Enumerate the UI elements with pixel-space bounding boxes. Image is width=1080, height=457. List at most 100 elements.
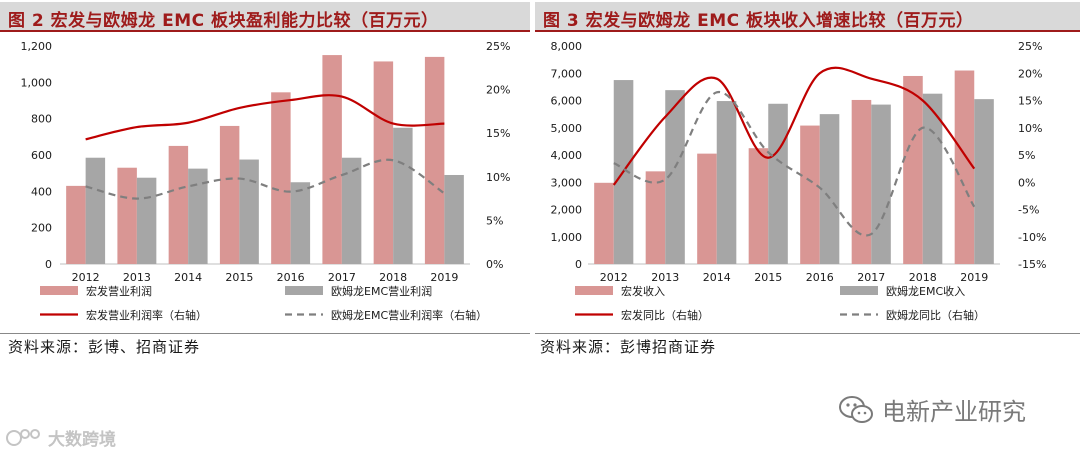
chart0-ytick-label: 600 — [31, 149, 52, 162]
figure-3-title: 图 3 宏发与欧姆龙 EMC 板块收入增速比较（百万元） — [543, 11, 974, 31]
chart0-bar-hongfa-2013 — [117, 167, 137, 264]
chart1-category-label: 2015 — [754, 271, 782, 284]
chart0-category-label: 2018 — [379, 271, 407, 284]
chart1-y2tick-label: -15% — [1018, 258, 1046, 271]
chart0-bar-omron-2017 — [341, 157, 362, 264]
chart0-y2tick-label: 20% — [486, 84, 510, 97]
chart1-ytick-label: 2,000 — [551, 204, 583, 217]
chart1-category-label: 2014 — [703, 271, 731, 284]
chart1-bar-hongfa-2012 — [594, 182, 614, 264]
chart0-bar-omron-2018 — [393, 127, 413, 264]
chart1-category-label: 2019 — [960, 271, 988, 284]
chart0-bar-hongfa-2018 — [373, 61, 394, 264]
chart1-bar-hongfa-2019 — [954, 70, 975, 265]
chart0-category-label: 2012 — [72, 271, 100, 284]
chart0-ytick-label: 800 — [31, 113, 52, 126]
figure-3-chart: 0 1,000 2,000 3,000 4,000 5,000 6,000 7,000 8,00… — [551, 40, 1047, 322]
brand-watermark: 大数跨境 — [6, 425, 116, 455]
chart0-y2tick-label: 15% — [486, 127, 510, 140]
chart1-ytick-label: 1,000 — [551, 231, 583, 244]
chart1-category-label: 2018 — [909, 271, 937, 284]
figure-3-source: 资料来源：彭博招商证券 — [540, 338, 717, 356]
chart1-bar-hongfa-2016 — [800, 125, 820, 264]
chart0-ytick-label: 1,200 — [21, 40, 53, 53]
chart0-category-label: 2014 — [174, 271, 202, 284]
chart0-bar-hongfa-2014 — [168, 145, 189, 264]
chart0-y2tick-label: 5% — [486, 214, 503, 227]
chart1-legend-label: 宏发收入 — [621, 284, 665, 298]
wechat-watermark: 电新产业研究 — [838, 392, 1026, 431]
chart1-ytick-label: 6,000 — [551, 95, 583, 108]
chart0-category-label: 2017 — [328, 271, 356, 284]
chart0-bar-omron-2014 — [188, 168, 208, 264]
figure-2-title: 图 2 宏发与欧姆龙 EMC 板块盈利能力比较（百万元） — [8, 11, 439, 31]
chart1-bar-hongfa-2017 — [851, 99, 872, 264]
chart1-ytick-label: 5,000 — [551, 122, 583, 135]
chart0-category-label: 2013 — [123, 271, 151, 284]
chart1-y2tick-label: 5% — [1018, 149, 1035, 162]
chart1-legend-label: 宏发同比（右轴） — [621, 308, 709, 322]
chart0-y2tick-label: 0% — [486, 258, 503, 271]
chart1-bar-omron-2018 — [922, 93, 943, 264]
chart1-y2tick-label: 10% — [1018, 122, 1042, 135]
chart1-legend-label: 欧姆龙EMC收入 — [886, 284, 965, 298]
chart1-legend-swatch — [575, 286, 613, 295]
chart0-bar-hongfa-2015 — [219, 125, 240, 264]
figure-2-panel: 图 2 宏发与欧姆龙 EMC 板块盈利能力比较（百万元） 0 200 400 600 8… — [0, 0, 530, 335]
chart0-ytick-label: 0 — [45, 258, 52, 271]
chart1-y2tick-label: 20% — [1018, 67, 1042, 80]
chart1-y2tick-label: 15% — [1018, 95, 1042, 108]
chart1-bar-omron-2014 — [716, 101, 737, 264]
chart0-y2tick-label: 25% — [486, 40, 510, 53]
chart0-category-label: 2019 — [430, 271, 458, 284]
figure-2-title-bar: 图 2 宏发与欧姆龙 EMC 板块盈利能力比较（百万元） — [0, 2, 530, 32]
figure-2-source: 资料来源：彭博、招商证券 — [8, 338, 201, 356]
chart0-legend-label: 宏发营业利润 — [86, 284, 152, 298]
chart0-bar-omron-2019 — [444, 174, 464, 264]
chart1-ytick-label: 7,000 — [551, 67, 583, 80]
chart1-y2tick-label: 0% — [1018, 176, 1035, 189]
figure-3-source-divider — [535, 333, 1080, 334]
chart0-bar-omron-2013 — [136, 177, 157, 264]
chart1-category-label: 2012 — [600, 271, 628, 284]
chart1-ytick-label: 8,000 — [551, 40, 583, 53]
chart1-bar-omron-2015 — [768, 103, 788, 265]
chart1-bar-hongfa-2014 — [697, 153, 717, 264]
chart1-bar-hongfa-2018 — [903, 75, 923, 264]
figure-2-source-divider — [0, 333, 530, 334]
chart1-bar-omron-2017 — [871, 104, 891, 265]
chart1-bar-hongfa-2013 — [645, 171, 666, 264]
brand-logo-icon — [6, 426, 44, 455]
chart0-ytick-label: 200 — [31, 222, 52, 235]
chart0-legend-label: 欧姆龙EMC营业利润 — [331, 284, 432, 298]
chart1-y2tick-label: -10% — [1018, 231, 1046, 244]
chart1-y2tick-label: 25% — [1018, 40, 1042, 53]
chart0-ytick-label: 400 — [31, 185, 52, 198]
chart0-legend-label: 宏发营业利润率（右轴） — [86, 308, 207, 322]
chart1-ytick-label: 4,000 — [551, 149, 583, 162]
chart0-bar-omron-2015 — [239, 159, 259, 264]
chart1-ytick-label: 0 — [575, 258, 582, 271]
chart0-bar-omron-2012 — [85, 157, 106, 264]
chart0-category-label: 2016 — [277, 271, 305, 284]
chart0-legend-swatch — [285, 286, 323, 295]
chart1-bar-omron-2013 — [665, 90, 685, 264]
chart1-bar-omron-2019 — [974, 99, 994, 264]
wechat-watermark-text: 电新产业研究 — [882, 398, 1026, 426]
chart0-ytick-label: 1,000 — [21, 76, 53, 89]
chart0-bar-hongfa-2019 — [424, 56, 445, 265]
chart1-category-label: 2016 — [806, 271, 834, 284]
figure-3-title-bar: 图 3 宏发与欧姆龙 EMC 板块收入增速比较（百万元） — [535, 2, 1080, 32]
chart0-bar-hongfa-2012 — [66, 185, 86, 264]
chart1-bar-omron-2016 — [819, 114, 840, 264]
chart1-legend-label: 欧姆龙同比（右轴） — [886, 308, 985, 322]
chart0-y2tick-label: 10% — [486, 171, 510, 184]
chart1-legend-swatch — [840, 286, 878, 295]
chart1-category-label: 2017 — [857, 271, 885, 284]
chart0-bar-hongfa-2016 — [271, 92, 291, 264]
chart1-category-label: 2013 — [651, 271, 679, 284]
chart1-bar-hongfa-2015 — [748, 148, 769, 264]
figure-2-chart: 0 200 400 600 800 1,000 1,200 0% 5% 10% 15% 20% 25% 2… — [21, 40, 511, 322]
chart1-line-hongfa — [612, 66, 976, 186]
chart0-category-label: 2015 — [225, 271, 253, 284]
